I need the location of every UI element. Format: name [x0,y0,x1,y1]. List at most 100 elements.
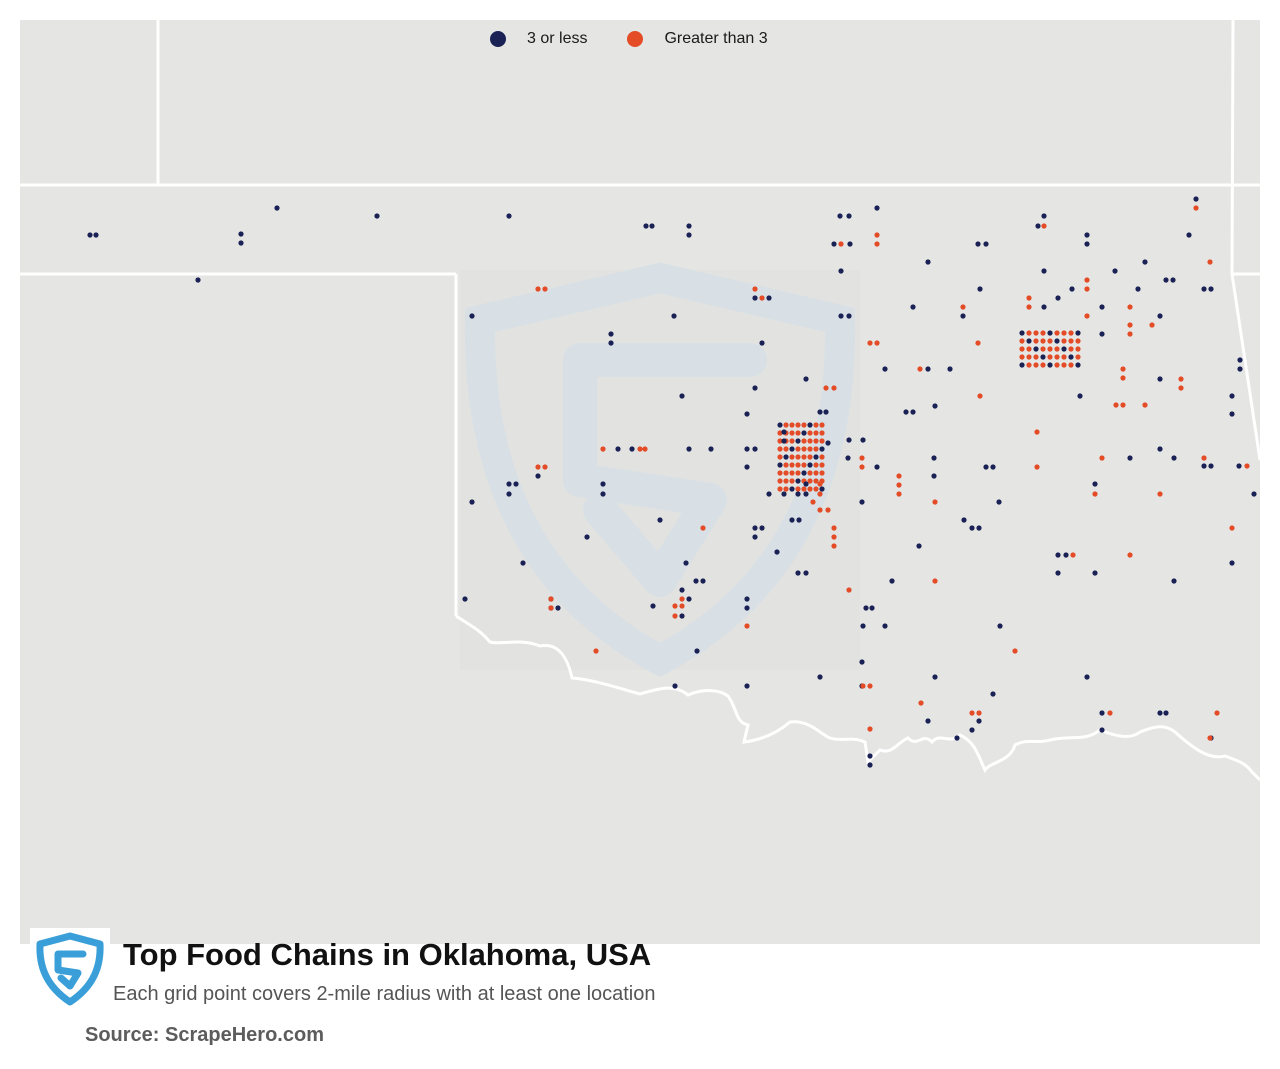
location-dot-high [896,473,902,479]
location-dot-low [803,376,809,382]
location-dot-low [910,304,916,310]
location-dot-low [1026,338,1032,344]
location-dot-high [795,462,801,468]
location-dot-low [744,446,750,452]
location-dot-high [819,454,825,460]
location-dot-high [777,478,783,484]
location-dot-high [1040,330,1046,336]
location-dot-low [1135,286,1141,292]
location-dot-low [1061,346,1067,352]
location-dot-low [874,205,880,211]
location-dot-high [813,470,819,476]
location-dot-high [789,438,795,444]
location-dot-high [896,491,902,497]
location-dot-low [1092,481,1098,487]
location-dot-low [847,241,853,247]
location-dot-high [777,486,783,492]
location-dot-low [803,570,809,576]
location-dot-high [783,478,789,484]
location-dot-high [1019,338,1025,344]
location-dot-low [1157,313,1163,319]
location-dot-high [819,470,825,476]
location-dot-high [1041,223,1047,229]
location-dot-low [744,596,750,602]
location-dot-low [1157,710,1163,716]
location-dot-high [1026,354,1032,360]
location-dot-high [1019,354,1025,360]
location-dot-low [823,409,829,415]
location-dot-high [789,422,795,428]
location-dot-low [555,605,561,611]
location-dot-low [931,473,937,479]
location-dot-high [1033,354,1039,360]
location-dot-low [1237,366,1243,372]
location-dot-high [1084,313,1090,319]
location-dot-high [1047,346,1053,352]
location-dot-low [752,525,758,531]
location-dot-low [1157,446,1163,452]
location-dot-low [795,570,801,576]
location-dot-high [819,438,825,444]
location-dot-low [867,753,873,759]
location-dot-low [789,486,795,492]
location-dot-low [1208,463,1214,469]
location-dot-high [542,464,548,470]
location-dot-high [789,462,795,468]
location-dot-high [917,366,923,372]
location-dot-low [882,366,888,372]
location-dot-high [825,507,831,513]
location-dot-low [882,623,888,629]
location-dot-low [1084,232,1090,238]
location-dot-low [961,517,967,523]
location-dot-low [1157,376,1163,382]
location-dot-low [838,313,844,319]
location-dot-high [1026,295,1032,301]
location-dot-low [506,481,512,487]
location-dot-high [679,596,685,602]
location-dot-low [195,277,201,283]
location-dot-high [846,587,852,593]
location-dot-low [1047,362,1053,368]
location-dot-low [608,340,614,346]
location-dot-low [238,231,244,237]
location-dot-high [838,241,844,247]
location-dot-low [825,440,831,446]
location-dot-low [925,259,931,265]
location-dot-high [672,613,678,619]
location-dot-low [976,525,982,531]
location-dot-low [1063,552,1069,558]
location-dot-low [838,268,844,274]
location-dot-low [650,603,656,609]
location-dot-high [795,446,801,452]
legend-label-high: Greater than 3 [664,30,768,47]
location-dot-low [1069,286,1075,292]
location-dot-high [1061,354,1067,360]
location-dot-low [274,205,280,211]
location-dot-low [744,605,750,611]
location-dot-high [1127,552,1133,558]
location-dot-low [600,491,606,497]
location-dot-low [672,683,678,689]
location-dot-low [846,437,852,443]
location-dot-high [783,462,789,468]
location-dot-high [1034,464,1040,470]
location-dot-low [859,659,865,665]
location-dot-high [777,454,783,460]
location-dot-low [93,232,99,238]
location-dot-high [1201,455,1207,461]
location-dot-low [1033,346,1039,352]
location-dot-low [969,727,975,733]
location-dot-high [969,710,975,716]
location-dot-low [1068,354,1074,360]
location-dot-low [983,241,989,247]
location-dot-high [1033,362,1039,368]
location-dot-low [925,718,931,724]
location-dot-low [1047,330,1053,336]
map-title: Top Food Chains in Oklahoma, USA [123,937,652,972]
map-legend: 3 or less Greater than 3 [490,30,808,48]
location-dot-low [1171,455,1177,461]
location-dot-high [1207,735,1213,741]
location-dot-high [867,726,873,732]
location-dot-low [869,605,875,611]
location-dot-high [1034,429,1040,435]
